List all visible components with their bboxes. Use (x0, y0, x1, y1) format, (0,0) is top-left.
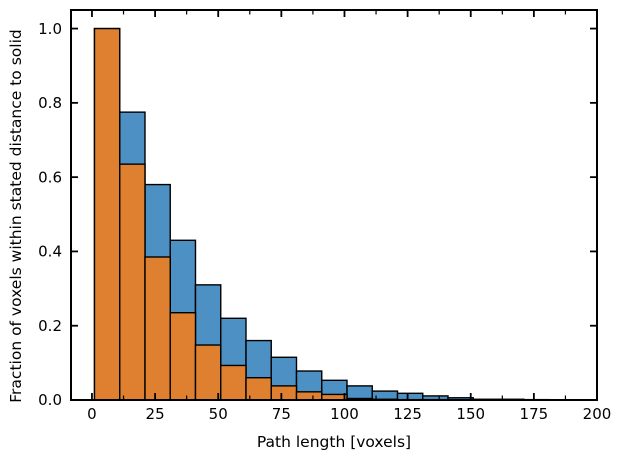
histogram-bar-orange-histogram (220, 364, 247, 401)
histogram-bar-orange-histogram (144, 256, 171, 401)
y-tick-label: 0.0 (38, 391, 62, 409)
y-axis-label: Fraction of voxels within stated distanc… (7, 29, 25, 403)
x-tick-label: 100 (330, 405, 359, 423)
y-tick-label: 0.4 (38, 243, 62, 261)
y-tick-label: 0.2 (38, 317, 62, 335)
x-tick-label: 125 (393, 405, 422, 423)
x-tick-label: 0 (87, 405, 97, 423)
histogram-bar-orange-histogram (194, 344, 222, 401)
x-tick-label: 200 (583, 405, 612, 423)
y-tick-label: 0.8 (38, 94, 62, 112)
histogram-bar-orange-histogram (93, 27, 121, 401)
histogram-bar-orange-histogram (270, 385, 298, 401)
x-tick-label: 25 (146, 405, 165, 423)
y-tick-label: 1.0 (38, 20, 62, 38)
histogram-bar-orange-histogram (119, 163, 146, 401)
x-tick-label: 150 (456, 405, 485, 423)
x-tick-label: 50 (209, 405, 228, 423)
x-tick-label: 75 (272, 405, 291, 423)
x-axis-label: Path length [voxels] (256, 433, 412, 451)
y-tick-label: 0.6 (38, 168, 62, 186)
histogram-bar-orange-histogram (295, 391, 323, 401)
x-tick-label: 175 (520, 405, 549, 423)
histogram-bar-orange-histogram (169, 312, 197, 401)
axes-spine (70, 9, 598, 401)
